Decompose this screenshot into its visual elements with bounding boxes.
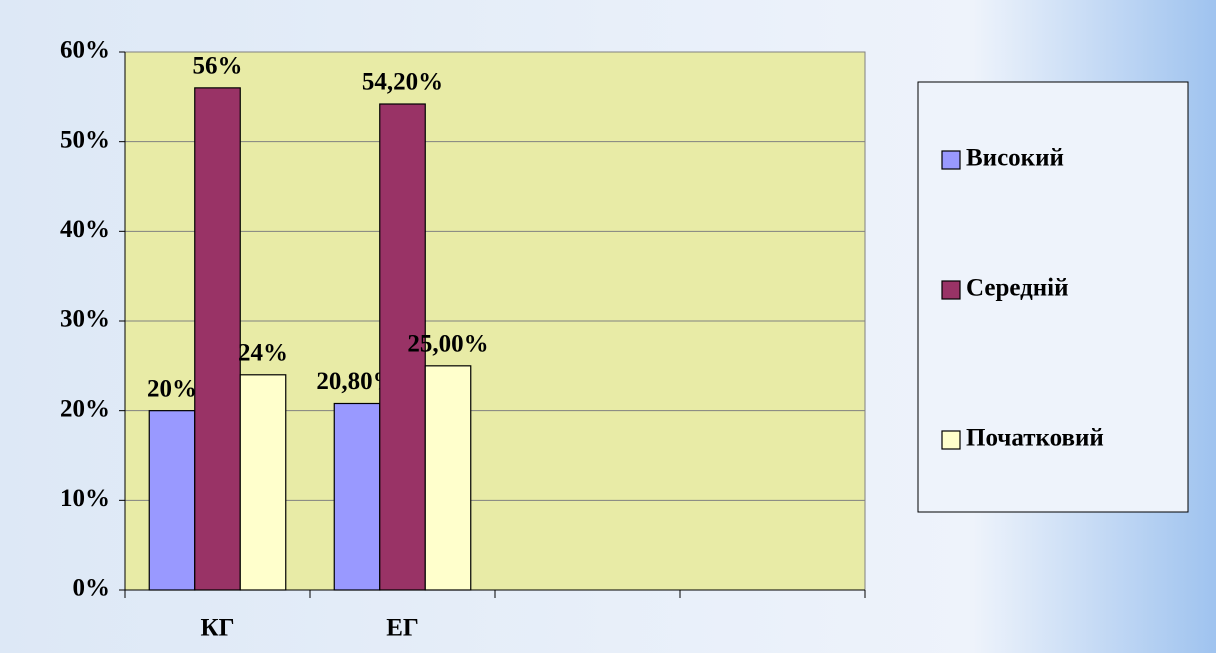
legend-label: Середній — [966, 275, 1069, 302]
legend-box — [917, 81, 1189, 513]
bar — [239, 374, 287, 591]
value-label: 56% — [193, 53, 243, 80]
y-tick-label: 0% — [73, 575, 111, 602]
bar — [379, 103, 426, 591]
bar — [194, 87, 241, 591]
y-tick-label: 30% — [60, 306, 110, 333]
y-tick-label: 20% — [60, 395, 110, 422]
bar — [333, 402, 381, 591]
legend-swatch — [941, 430, 961, 450]
legend-swatch — [941, 150, 961, 170]
value-label: 54,20% — [362, 69, 443, 96]
y-tick-label: 60% — [60, 37, 110, 64]
x-tick-label: КГ — [200, 615, 234, 642]
legend-label: Високий — [966, 145, 1064, 172]
value-label: 25,00% — [407, 331, 488, 358]
legend-swatch — [941, 280, 961, 300]
bar — [424, 365, 472, 591]
value-label: 20% — [147, 375, 197, 402]
legend-label: Початковий — [966, 425, 1104, 452]
bar — [148, 410, 196, 591]
value-label: 24% — [238, 340, 288, 367]
y-tick-label: 10% — [60, 485, 110, 512]
x-tick-label: ЕГ — [386, 615, 419, 642]
y-tick-label: 40% — [60, 216, 110, 243]
y-tick-label: 50% — [60, 126, 110, 153]
